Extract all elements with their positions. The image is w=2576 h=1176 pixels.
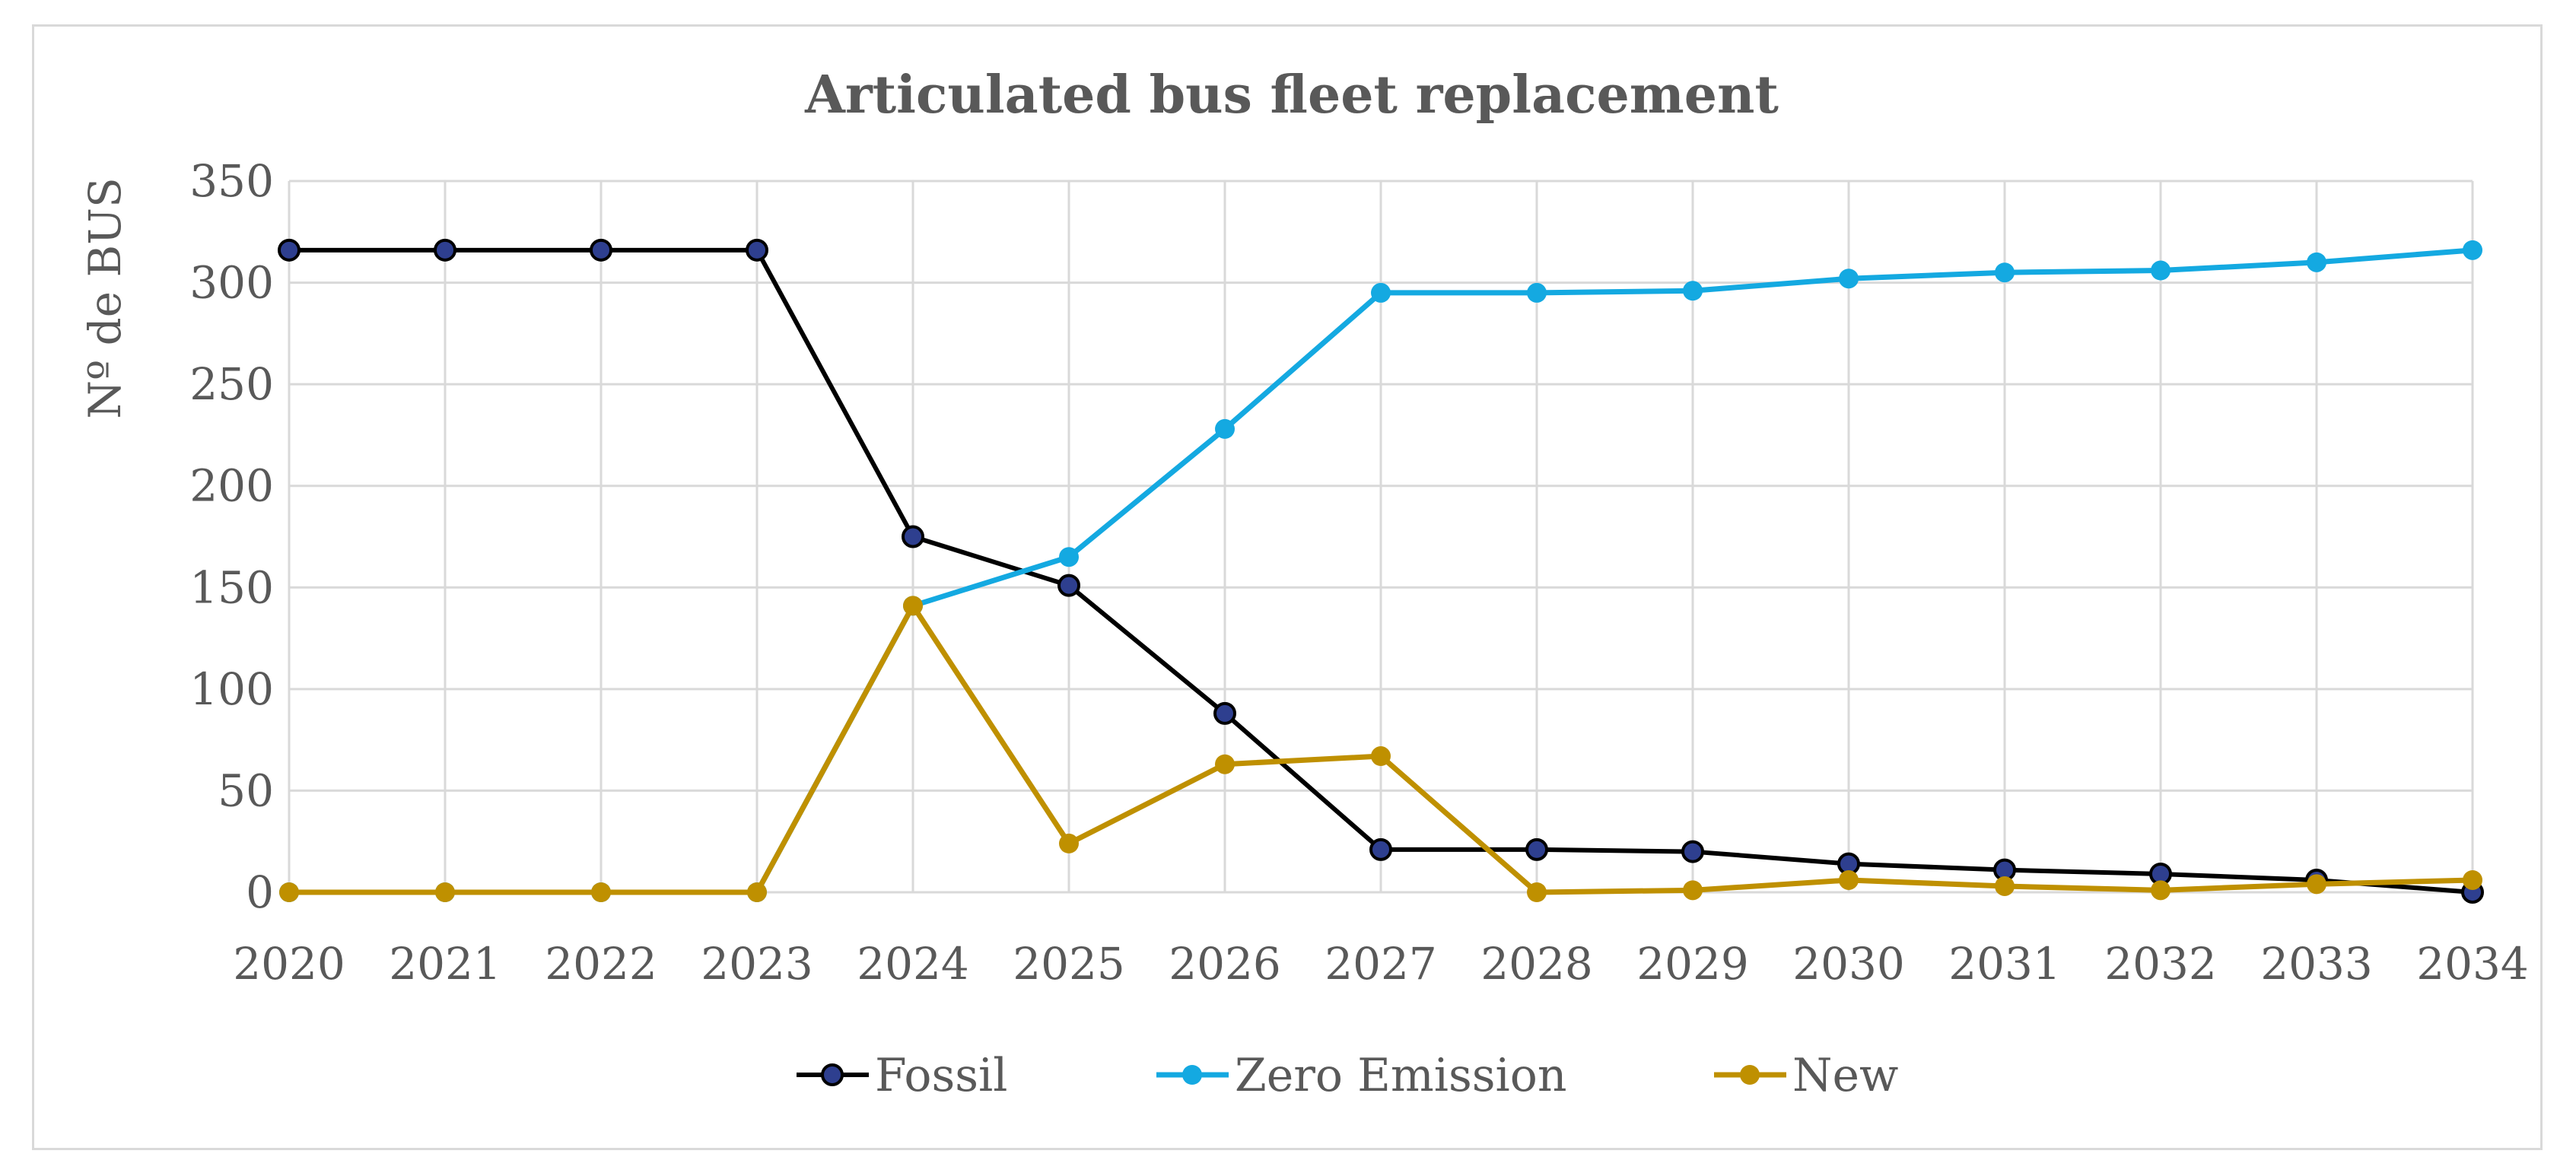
data-point [1215,418,1235,439]
data-point [1995,876,2015,896]
data-point [1527,882,1547,902]
y-tick-label: 350 [189,155,274,207]
data-point [591,882,611,902]
data-point [1215,754,1235,774]
x-tick-label: 2023 [701,938,813,990]
x-tick-label: 2022 [545,938,657,990]
data-point [1839,269,1859,289]
data-point [434,238,456,262]
legend-label: Fossil [875,1049,1007,1102]
data-point [903,596,923,616]
data-point [1369,838,1392,861]
legend-marker [821,1063,844,1086]
data-point [1527,282,1547,303]
x-tick-label: 2030 [1792,938,1905,990]
data-point [279,882,299,902]
y-tick-label: 100 [189,663,274,715]
gridlines [288,180,2474,894]
data-point [1371,746,1391,767]
legend: Fossil Zero Emission New [797,1049,1898,1102]
data-point [1839,869,1859,890]
x-tick-label: 2034 [2416,938,2529,990]
data-point [1059,547,1079,567]
legend-marker [1740,1065,1760,1085]
data-point [590,238,612,262]
data-point [278,238,301,262]
data-point [2463,869,2482,890]
y-tick-label: 250 [189,358,274,410]
series-group [278,238,2484,904]
y-axis-title: Nº de BUS [79,177,131,419]
x-tick-label: 2020 [233,938,345,990]
data-point [2307,874,2326,895]
data-point [1213,701,1236,725]
x-tick-label: 2028 [1480,938,1593,990]
legend-entry: New [1714,1049,1898,1102]
y-tick-label: 0 [246,866,274,918]
y-tick-label: 150 [189,561,274,613]
data-point [1371,282,1391,303]
data-point [1683,281,1703,301]
axis-ticks: 0 50 100 150 200 250 300 350 2020 2021 2022 2023 202… [189,155,2529,990]
x-tick-label: 2033 [2260,938,2373,990]
x-tick-label: 2027 [1325,938,1437,990]
data-point [435,882,455,902]
y-tick-label: 300 [189,257,274,309]
legend-label: New [1792,1049,1898,1102]
x-tick-label: 2029 [1636,938,1749,990]
x-tick-label: 2031 [1948,938,2061,990]
x-tick-label: 2032 [2104,938,2217,990]
data-point [1995,262,2015,283]
x-tick-label: 2024 [857,938,969,990]
data-point [1683,880,1703,901]
x-tick-label: 2021 [389,938,501,990]
data-point [1057,574,1080,597]
data-point [1059,833,1079,853]
series-fossil [278,238,2484,904]
y-tick-label: 200 [189,460,274,512]
data-point [1525,838,1548,861]
x-tick-label: 2025 [1013,938,1125,990]
data-point [747,882,767,902]
x-tick-label: 2026 [1169,938,1281,990]
data-point [2151,880,2171,901]
chart-title: Articulated bus fleet replacement [804,65,1779,126]
data-point [2463,240,2482,260]
legend-label: Zero Emission [1235,1049,1567,1102]
legend-entry: Fossil [797,1049,1007,1102]
legend-marker [1182,1065,1202,1085]
series-new [279,596,2482,902]
data-point [746,238,768,262]
data-point [2151,260,2171,281]
data-point [2307,252,2326,272]
data-point [1681,840,1704,863]
data-point [902,525,924,548]
y-tick-label: 50 [218,764,274,816]
legend-entry: Zero Emission [1156,1049,1567,1102]
